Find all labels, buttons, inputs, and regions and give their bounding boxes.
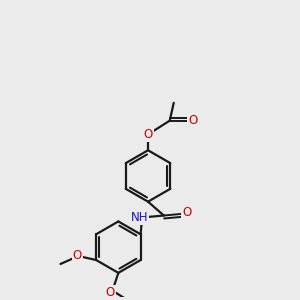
- Text: O: O: [106, 286, 115, 299]
- Text: O: O: [73, 249, 82, 262]
- Text: O: O: [188, 114, 197, 127]
- Text: O: O: [182, 206, 191, 219]
- Text: O: O: [143, 128, 153, 141]
- Text: NH: NH: [130, 211, 148, 224]
